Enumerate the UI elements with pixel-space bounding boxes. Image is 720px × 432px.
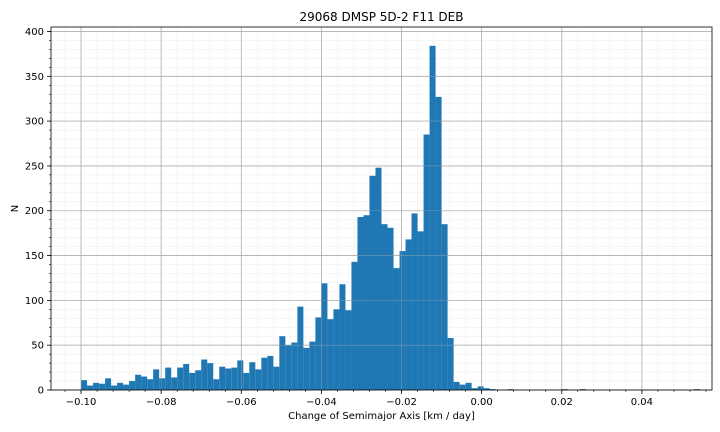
histogram-bar [123, 384, 130, 390]
histogram-bar [81, 380, 88, 390]
histogram-bar [441, 224, 448, 390]
histogram-bar [153, 369, 160, 390]
x-tick-label: −0.04 [306, 397, 337, 408]
histogram-bar [405, 239, 412, 390]
histogram-bar [363, 215, 370, 390]
histogram-bar [447, 338, 454, 390]
histogram-bar [141, 376, 148, 390]
x-axis-label: Change of Semimajor Axis [km / day] [288, 411, 475, 422]
histogram-bar [477, 386, 484, 390]
histogram-bar [327, 319, 334, 390]
histogram-bar [369, 175, 376, 390]
chart-title: 29068 DMSP 5D-2 F11 DEB [300, 10, 464, 24]
histogram-bar [255, 369, 262, 390]
histogram-bar [237, 360, 244, 390]
histogram-bar [435, 96, 442, 391]
histogram-bar [561, 389, 568, 390]
histogram-bar [165, 367, 172, 390]
histogram-bar [99, 383, 106, 390]
y-axis-label: N [10, 205, 21, 212]
histogram-bar [333, 309, 340, 390]
histogram-bar [351, 261, 358, 390]
histogram-bar [339, 284, 346, 390]
histogram-bar [309, 341, 316, 390]
histogram-bar [489, 389, 496, 390]
histogram-bar [267, 355, 274, 390]
y-tick-label: 200 [25, 206, 44, 217]
histogram-bar [507, 389, 514, 390]
y-tick-label: 250 [25, 161, 44, 172]
histogram-bar [261, 357, 268, 390]
x-tick-label: 0.00 [471, 397, 493, 408]
histogram-bar [483, 388, 490, 390]
histogram-bar [213, 379, 220, 390]
bars-layer [51, 27, 712, 391]
histogram-bar [387, 227, 394, 390]
x-tick-label: −0.10 [66, 397, 97, 408]
histogram-bar [315, 317, 322, 390]
histogram-bar [177, 367, 184, 390]
y-tick-label: 350 [25, 72, 44, 83]
x-tick-label: 0.04 [631, 397, 653, 408]
x-tick-label: 0.02 [551, 397, 573, 408]
histogram-bar [231, 367, 238, 390]
y-tick-label: 0 [38, 386, 44, 397]
histogram-bar [417, 231, 424, 390]
x-tick-label: −0.08 [146, 397, 177, 408]
histogram-bar [111, 385, 118, 390]
histogram-bar [201, 359, 208, 390]
histogram-bar [423, 134, 430, 390]
histogram-bar [465, 382, 472, 390]
histogram-bar [183, 364, 190, 390]
y-tick-label: 50 [31, 341, 44, 352]
histogram-bar [129, 381, 136, 390]
histogram-bar [291, 342, 298, 390]
x-tick-label: −0.02 [386, 397, 417, 408]
histogram-bar [579, 389, 586, 390]
histogram-bar [411, 213, 418, 390]
histogram-bar [693, 389, 700, 390]
histogram-bar [459, 384, 466, 390]
histogram-bar [429, 45, 436, 390]
x-tick-label: −0.06 [226, 397, 257, 408]
histogram-bar [171, 377, 178, 390]
histogram-bar [219, 366, 226, 390]
histogram-bar [471, 388, 478, 390]
histogram-bar [303, 347, 310, 390]
histogram-bar [159, 378, 166, 390]
histogram-bar [207, 363, 214, 390]
histogram-bar [279, 336, 286, 390]
histogram-bar [249, 362, 256, 390]
axes-frame [50, 26, 713, 391]
histogram-bar [195, 370, 202, 390]
histogram-bar [321, 283, 328, 390]
histogram-bar [87, 385, 94, 390]
histogram-bar [381, 224, 388, 390]
histogram-bar [117, 382, 124, 390]
histogram-bar [93, 382, 100, 390]
histogram-bar [105, 378, 112, 390]
histogram-bar [285, 345, 292, 390]
histogram-bar [273, 366, 280, 390]
histogram-bar [375, 167, 382, 390]
y-tick-label: 300 [25, 117, 44, 128]
histogram-bar [225, 368, 232, 390]
ticks-layer: −0.10 −0.08 −0.06 −0.04 −0.02 0.00 0.02 0.04 0 50… [25, 27, 707, 408]
histogram-bar [357, 217, 364, 390]
histogram-bar [147, 379, 154, 390]
histogram-bar [399, 251, 406, 390]
histogram-bar [135, 374, 142, 390]
histogram-bar [189, 372, 196, 390]
histogram-bar [453, 381, 460, 390]
histogram-bar [243, 372, 250, 390]
y-tick-label: 400 [25, 27, 44, 38]
y-tick-label: 150 [25, 251, 44, 262]
histogram-bar [345, 310, 352, 390]
y-tick-label: 100 [25, 296, 44, 307]
histogram-bar [297, 306, 304, 390]
histogram-bar [393, 268, 400, 390]
